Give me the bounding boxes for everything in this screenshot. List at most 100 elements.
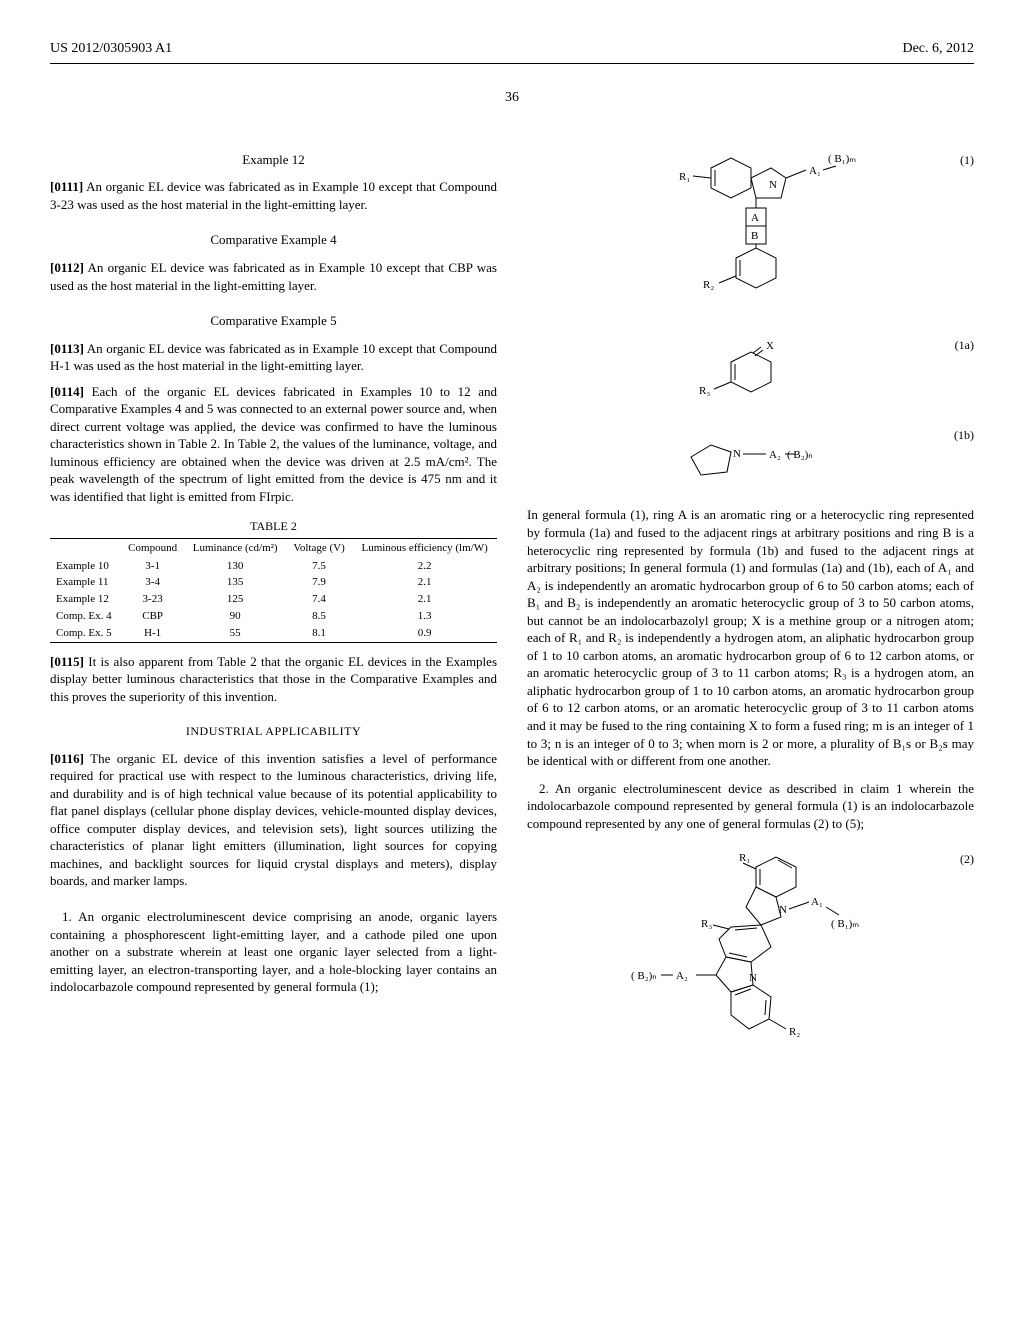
- para-text: Each of the organic EL devices fabricate…: [50, 384, 497, 504]
- svg-text:A₁: A₁: [809, 165, 821, 177]
- table-cell: 3-1: [121, 558, 185, 575]
- table-cell: Example 11: [50, 574, 121, 591]
- table-cell: 0.9: [352, 625, 497, 642]
- publication-date: Dec. 6, 2012: [902, 40, 974, 59]
- table-cell: CBP: [121, 608, 185, 625]
- para-text: The organic EL device of this invention …: [50, 751, 497, 889]
- table-cell: Comp. Ex. 5: [50, 625, 121, 642]
- table-cell: 7.4: [286, 591, 352, 608]
- paragraph: [0113] An organic EL device was fabricat…: [50, 340, 497, 375]
- chemical-structure-svg: R₁ N A₁ ( B₁)ₘ R₃: [621, 847, 881, 1067]
- table-header: Luminous efficiency (lm/W): [352, 538, 497, 557]
- claim-body: 1. An organic electroluminescent device …: [50, 909, 497, 994]
- svg-text:( B₁)ₘ: ( B₁)ₘ: [828, 153, 856, 165]
- table-cell: H-1: [121, 625, 185, 642]
- para-number: [0113]: [50, 341, 84, 356]
- table-cell: 3-4: [121, 574, 185, 591]
- paragraph: [0112] An organic EL device was fabricat…: [50, 259, 497, 294]
- para-number: [0114]: [50, 384, 84, 399]
- para-number: [0116]: [50, 751, 84, 766]
- para-text: An organic EL device was fabricated as i…: [50, 179, 497, 212]
- claim-body: 2. An organic electroluminescent device …: [527, 781, 974, 831]
- claim-text: 1. An organic electroluminescent device …: [50, 908, 497, 996]
- chemical-formula: (2) R₁ N A₁ ( B₁)ₘ: [527, 847, 974, 1072]
- formula-label: (1a): [955, 337, 974, 353]
- table-row: Comp. Ex. 4CBP908.51.3: [50, 608, 497, 625]
- table-header: Luminance (cd/m²): [185, 538, 286, 557]
- para-text: An organic EL device was fabricated as i…: [50, 341, 497, 374]
- example-heading: Comparative Example 5: [50, 312, 497, 330]
- svg-text:( B₁)ₘ: ( B₁)ₘ: [831, 918, 859, 930]
- table-cell: 7.5: [286, 558, 352, 575]
- table-cell: 1.3: [352, 608, 497, 625]
- svg-text:N: N: [779, 904, 787, 916]
- svg-text:R₃: R₃: [701, 918, 712, 930]
- svg-text:R₃: R₃: [699, 385, 710, 397]
- formula-description: In general formula (1), ring A is an aro…: [527, 506, 974, 769]
- para-text: It is also apparent from Table 2 that th…: [50, 654, 497, 704]
- paragraph: [0114] Each of the organic EL devices fa…: [50, 383, 497, 506]
- table-cell: Comp. Ex. 4: [50, 608, 121, 625]
- svg-text:X: X: [766, 340, 774, 352]
- svg-text:A₂: A₂: [676, 970, 688, 982]
- left-column: Example 12 [0111] An organic EL device w…: [50, 133, 497, 1087]
- svg-text:A: A: [751, 212, 759, 224]
- section-heading: INDUSTRIAL APPLICABILITY: [50, 723, 497, 739]
- two-column-layout: Example 12 [0111] An organic EL device w…: [50, 133, 974, 1087]
- svg-text:A₂: A₂: [769, 449, 781, 461]
- svg-text:R₂: R₂: [703, 279, 714, 291]
- table-cell: 3-23: [121, 591, 185, 608]
- table-header: [50, 538, 121, 557]
- para-number: [0111]: [50, 179, 83, 194]
- chemical-structure-svg: R₁ N A₁ ( B₁)ₘ A B R₂: [631, 148, 871, 318]
- right-column: (1) R₁ N A₁ ( B₁)ₘ A B: [527, 133, 974, 1087]
- svg-text:( B₂)ₙ: ( B₂)ₙ: [631, 970, 657, 982]
- paragraph: [0111] An organic EL device was fabricat…: [50, 178, 497, 213]
- table-cell: 135: [185, 574, 286, 591]
- svg-text:R₁: R₁: [739, 852, 750, 864]
- table-cell: 8.5: [286, 608, 352, 625]
- chemical-formula: (1b) N A₂ ( B₂)ₙ: [527, 427, 974, 492]
- table-row: Comp. Ex. 5H-1558.10.9: [50, 625, 497, 642]
- patent-number: US 2012/0305903 A1: [50, 40, 172, 59]
- table-cell: 2.1: [352, 574, 497, 591]
- example-heading: Example 12: [50, 151, 497, 169]
- table-row: Example 113-41357.92.1: [50, 574, 497, 591]
- page-header: US 2012/0305903 A1 Dec. 6, 2012: [50, 40, 974, 64]
- page-number: 36: [50, 89, 974, 108]
- para-number: [0115]: [50, 654, 84, 669]
- table-header: Compound: [121, 538, 185, 557]
- svg-text:A₁: A₁: [811, 896, 823, 908]
- table-cell: 55: [185, 625, 286, 642]
- svg-text:R₁: R₁: [679, 171, 690, 183]
- table-row: Example 103-11307.52.2: [50, 558, 497, 575]
- data-table: Compound Luminance (cd/m²) Voltage (V) L…: [50, 538, 497, 643]
- table-cell: Example 10: [50, 558, 121, 575]
- svg-text:N: N: [733, 448, 741, 460]
- table-row: Example 123-231257.42.1: [50, 591, 497, 608]
- formula-label: (2): [960, 851, 974, 867]
- svg-text:N: N: [769, 179, 777, 191]
- table-cell: Example 12: [50, 591, 121, 608]
- claim-text: 2. An organic electroluminescent device …: [527, 780, 974, 833]
- table-cell: 2.1: [352, 591, 497, 608]
- table-header: Voltage (V): [286, 538, 352, 557]
- svg-text:( B₂)ₙ: ( B₂)ₙ: [787, 449, 813, 461]
- table-cell: 2.2: [352, 558, 497, 575]
- svg-text:R₂: R₂: [789, 1026, 800, 1038]
- chemical-structure-svg: X R₃: [671, 337, 831, 407]
- chemical-structure-svg: N A₂ ( B₂)ₙ: [651, 427, 851, 487]
- table-title: TABLE 2: [50, 518, 497, 534]
- chemical-formula: (1a) X R₃: [527, 337, 974, 412]
- para-text: An organic EL device was fabricated as i…: [50, 260, 497, 293]
- table-cell: 7.9: [286, 574, 352, 591]
- para-number: [0112]: [50, 260, 84, 275]
- table-cell: 130: [185, 558, 286, 575]
- example-heading: Comparative Example 4: [50, 231, 497, 249]
- formula-label: (1): [960, 152, 974, 168]
- svg-text:B: B: [751, 230, 758, 242]
- formula-label: (1b): [954, 427, 974, 443]
- svg-text:N: N: [749, 972, 757, 984]
- table-cell: 90: [185, 608, 286, 625]
- chemical-formula: (1) R₁ N A₁ ( B₁)ₘ A B: [527, 148, 974, 323]
